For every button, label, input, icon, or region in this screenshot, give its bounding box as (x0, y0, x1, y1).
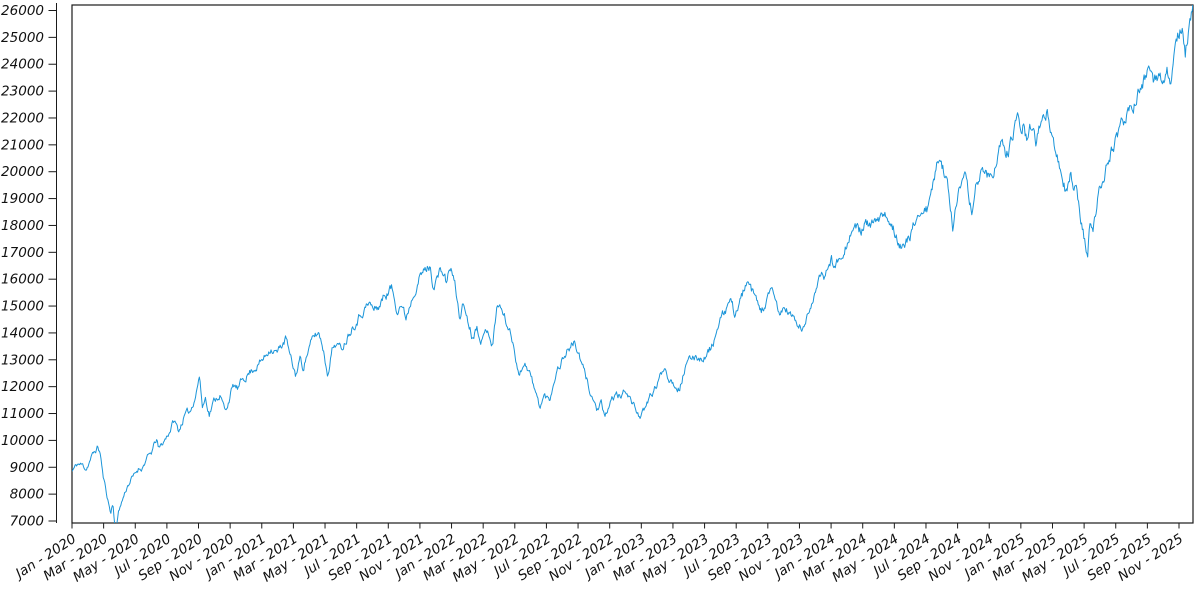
y-tick-label: 20000 (1, 164, 44, 180)
y-tick-label: 26000 (1, 3, 44, 19)
y-tick-label: 25000 (1, 30, 44, 46)
plot-frame (71, 4, 1194, 524)
y-tick-label: 18000 (1, 218, 44, 234)
y-tick-label: 15000 (1, 299, 44, 315)
y-tick-label: 9000 (10, 460, 44, 476)
y-tick-label: 12000 (1, 379, 44, 395)
y-tick-label: 22000 (1, 110, 44, 126)
y-tick-label: 19000 (1, 191, 44, 207)
y-tick-label: 21000 (1, 137, 44, 153)
y-tick-label: 8000 (10, 487, 44, 503)
y-tick-label: 11000 (1, 406, 44, 422)
y-tick-label: 13000 (1, 352, 44, 368)
series-line (72, 5, 1193, 523)
y-tick-label: 16000 (1, 272, 44, 288)
y-tick-label: 23000 (1, 84, 44, 100)
y-tick-label: 10000 (1, 433, 44, 449)
y-tick-label: 17000 (1, 245, 44, 261)
y-tick-label: 7000 (10, 514, 44, 530)
y-tick-label: 14000 (1, 325, 44, 341)
y-tick-label: 24000 (1, 57, 44, 73)
